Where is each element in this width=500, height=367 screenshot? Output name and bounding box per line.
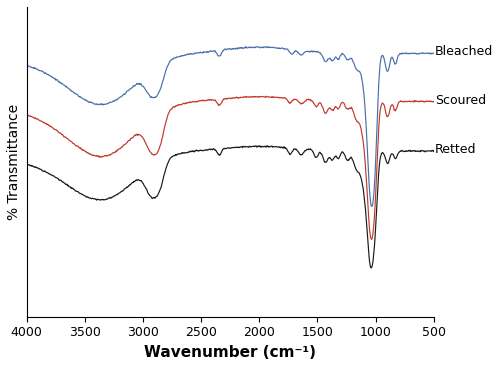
Y-axis label: % Transmittance: % Transmittance: [7, 104, 21, 220]
X-axis label: Wavenumber (cm⁻¹): Wavenumber (cm⁻¹): [144, 345, 316, 360]
Text: Retted: Retted: [435, 143, 476, 156]
Text: Scoured: Scoured: [435, 94, 486, 107]
Text: Bleached: Bleached: [435, 45, 493, 58]
